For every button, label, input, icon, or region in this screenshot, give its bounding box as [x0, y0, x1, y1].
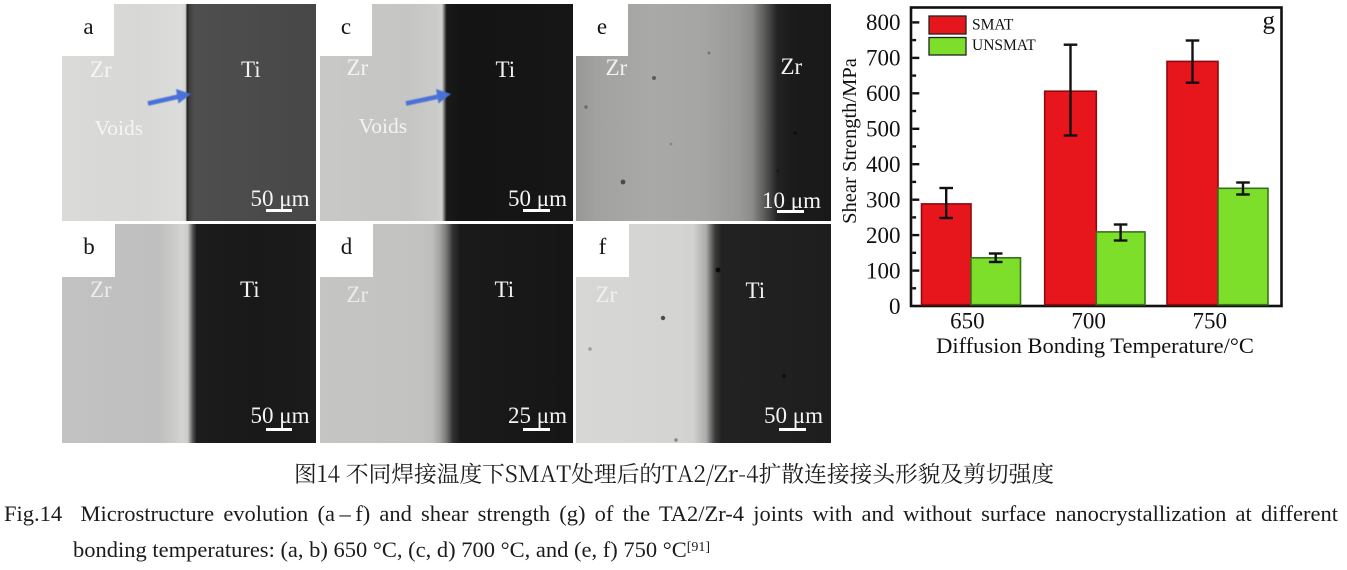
- svg-text:600: 600: [866, 81, 901, 106]
- svg-text:Shear Strength/MPa: Shear Strength/MPa: [839, 58, 861, 224]
- svg-text:800: 800: [866, 10, 901, 35]
- svg-text:300: 300: [866, 188, 901, 213]
- svg-text:650: 650: [950, 309, 985, 334]
- svg-text:200: 200: [866, 223, 901, 248]
- svg-text:100: 100: [866, 258, 901, 283]
- svg-text:750: 750: [1193, 309, 1228, 334]
- svg-text:Diffusion Bonding Temperature/: Diffusion Bonding Temperature/°C: [936, 333, 1254, 358]
- svg-text:700: 700: [866, 46, 901, 71]
- svg-text:400: 400: [866, 152, 901, 177]
- svg-text:SMAT: SMAT: [972, 17, 1014, 34]
- svg-text:0: 0: [889, 294, 901, 319]
- svg-text:500: 500: [866, 117, 901, 142]
- svg-text:g: g: [1263, 8, 1276, 35]
- svg-text:UNSMAT: UNSMAT: [972, 37, 1036, 54]
- svg-text:700: 700: [1071, 309, 1106, 334]
